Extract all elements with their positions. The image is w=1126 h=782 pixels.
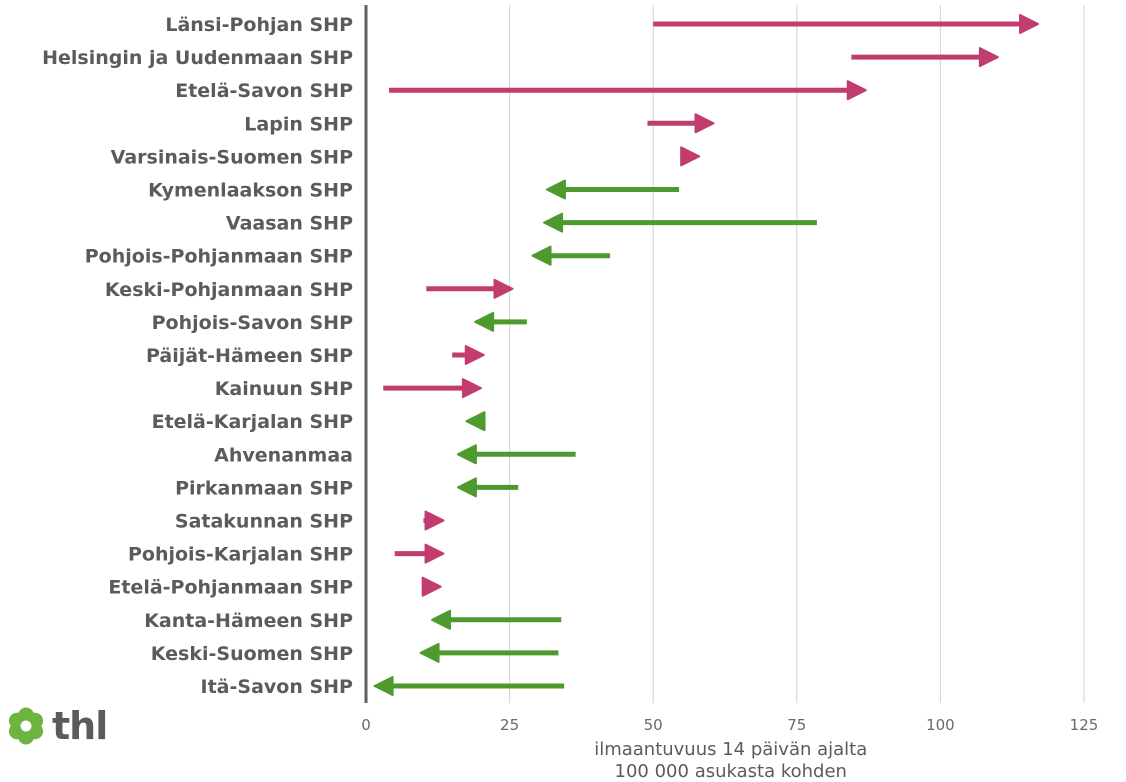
arrows — [373, 14, 1040, 696]
arrow-mark — [531, 245, 611, 266]
arrow-head — [461, 378, 482, 399]
category-label: Itä-Savon SHP — [201, 676, 354, 698]
thl-logo: thl — [6, 704, 108, 748]
category-labels: Länsi-Pohjan SHP Helsingin ja Uudenmaan S… — [42, 14, 353, 698]
logo-text: thl — [52, 704, 108, 748]
x-tick-label: 75 — [787, 716, 806, 734]
arrow-head — [456, 477, 477, 498]
arrow-head — [531, 245, 552, 266]
x-tick-label: 50 — [644, 716, 663, 734]
gridlines — [509, 5, 1085, 703]
category-label: Päijät-Hämeen SHP — [146, 345, 353, 367]
arrow-head — [373, 676, 394, 696]
arrow-mark — [474, 311, 527, 332]
x-tick-label: 100 — [926, 716, 955, 734]
category-label: Helsingin ja Uudenmaan SHP — [42, 47, 353, 69]
arrow-mark — [456, 444, 576, 465]
arrow-mark — [452, 345, 485, 365]
arrow-mark — [465, 411, 486, 432]
arrow-mark — [431, 609, 562, 630]
category-label: Pohjois-Pohjanmaan SHP — [85, 246, 353, 268]
arrow-mark — [543, 212, 817, 233]
flower-icon — [8, 707, 44, 745]
category-label: Vaasan SHP — [226, 213, 353, 235]
arrow-mark — [394, 543, 445, 564]
x-axis-title-line1: ilmaantuvuus 14 päivän ajalta — [594, 739, 867, 760]
arrow-mark — [545, 179, 680, 200]
category-label: Pirkanmaan SHP — [175, 477, 353, 499]
arrow-mark — [456, 477, 519, 498]
arrow-head — [694, 113, 715, 134]
category-label: Lapin SHP — [244, 113, 353, 135]
arrow-head — [474, 311, 495, 332]
category-label: Keski-Pohjanmaan SHP — [105, 279, 353, 301]
arrow-head — [543, 212, 564, 233]
arrow-head — [419, 642, 440, 663]
category-label: Pohjois-Savon SHP — [152, 312, 353, 334]
category-label: Kanta-Hämeen SHP — [144, 610, 353, 632]
arrow-head — [846, 80, 867, 101]
category-label: Keski-Suomen SHP — [151, 643, 353, 665]
x-tick-labels: 0 25 50 75 100 125 — [361, 716, 1098, 734]
arrow-head — [464, 345, 485, 365]
category-label: Länsi-Pohjan SHP — [165, 14, 353, 36]
category-label: Kymenlaakson SHP — [148, 180, 353, 202]
category-label: Ahvenanmaa — [214, 444, 353, 466]
arrow-mark — [680, 146, 701, 167]
category-label: Etelä-Karjalan SHP — [152, 411, 353, 433]
category-label: Etelä-Pohjanmaan SHP — [108, 577, 353, 599]
arrow-head — [431, 609, 452, 630]
arrow-head — [493, 278, 514, 299]
arrow-mark — [851, 47, 999, 68]
category-label: Kainuun SHP — [215, 378, 353, 400]
arrow-head — [545, 179, 566, 200]
category-label: Satakunnan SHP — [175, 511, 353, 533]
arrow-mark — [647, 113, 715, 134]
arrow-mark — [388, 80, 867, 101]
arrow-head — [456, 444, 477, 465]
category-label: Etelä-Savon SHP — [175, 80, 353, 102]
category-label: Varsinais-Suomen SHP — [111, 146, 353, 168]
arrow-head — [680, 146, 701, 167]
category-label: Pohjois-Karjalan SHP — [128, 544, 353, 566]
arrow-head — [978, 47, 999, 68]
arrow-mark — [419, 642, 559, 663]
arrow-mark — [421, 576, 442, 597]
x-axis-title-line2: 100 000 asukasta kohden — [615, 761, 847, 782]
arrow-mark — [373, 676, 565, 696]
arrow-mark — [426, 278, 514, 299]
arrow-head — [421, 576, 442, 597]
arrow-mark — [653, 14, 1040, 34]
arrow-mark — [423, 510, 445, 531]
arrow-head — [1019, 14, 1040, 34]
x-tick-label: 0 — [361, 716, 371, 734]
arrow-head — [424, 543, 445, 564]
x-tick-label: 25 — [500, 716, 519, 734]
arrow-head — [465, 411, 486, 432]
x-tick-label: 125 — [1070, 716, 1099, 734]
arrow-head — [424, 510, 445, 531]
arrow-mark — [383, 378, 482, 399]
